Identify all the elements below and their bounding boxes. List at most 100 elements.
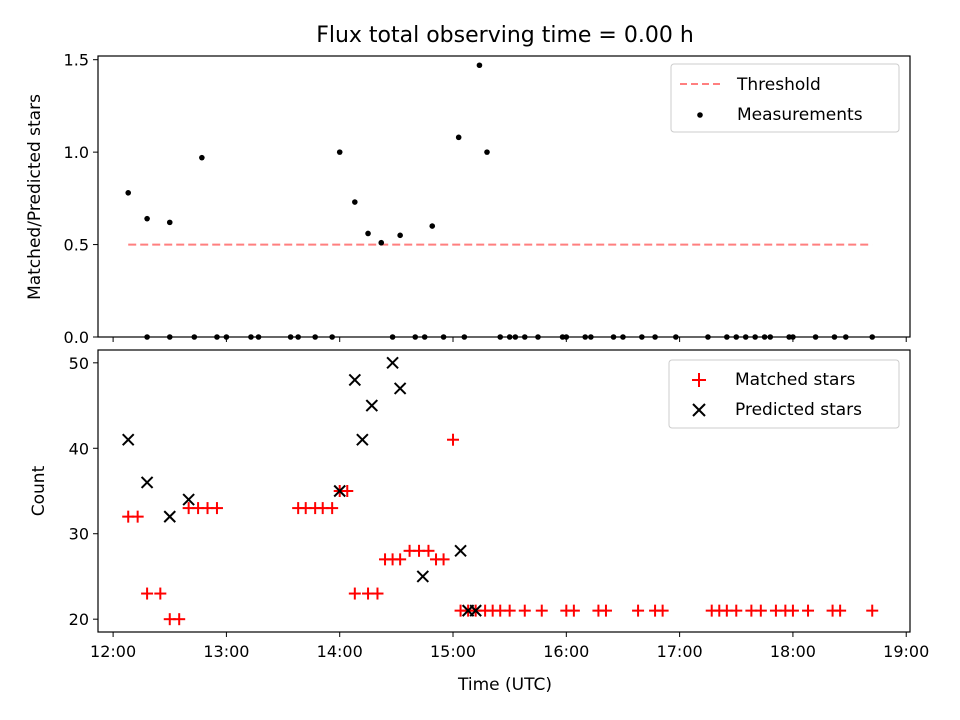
marker-stroke <box>356 433 369 446</box>
measurement-point <box>535 334 541 340</box>
measurement-point <box>295 334 301 340</box>
measurement-point <box>455 134 462 141</box>
predicted-star-point <box>469 604 482 617</box>
chart-title: Flux total observing time = 0.00 h <box>316 23 694 48</box>
predicted-star-point <box>182 493 195 506</box>
marker-stroke <box>348 373 362 387</box>
ratio-panel: 0.0 0.5 1.0 1.5 Matched/Predicted stars Thr… <box>25 51 911 347</box>
count-panel: 20 30 40 50 12:00 13:00 14:00 15:00 16:00 17:00 1… <box>29 349 929 695</box>
measurement-point <box>166 334 173 340</box>
matched-star-point <box>422 544 435 557</box>
matched-star-point <box>341 485 354 497</box>
measurement-point <box>521 334 528 340</box>
predicted-star-point <box>122 433 135 446</box>
measurement-point <box>329 334 335 340</box>
marker-stroke <box>386 356 399 370</box>
measurement-point <box>767 334 774 340</box>
measurement-point <box>125 190 132 196</box>
measurement-point <box>144 215 150 222</box>
predicted-star-point <box>365 399 379 412</box>
matched-star-point <box>371 587 384 600</box>
measurement-point <box>397 232 403 239</box>
marker-stroke <box>365 399 379 412</box>
x-axis-label: Time (UTC) <box>457 675 552 695</box>
matched-star-point <box>173 613 186 626</box>
measurement-point <box>461 334 468 340</box>
measurement-point <box>563 334 570 340</box>
matched-legend-key <box>692 373 706 387</box>
measurement-point <box>421 334 428 340</box>
measurement-point <box>378 239 385 246</box>
marker-stroke <box>182 493 195 506</box>
measurement-point <box>191 334 198 340</box>
measurement-point <box>166 219 173 226</box>
marker-stroke <box>454 544 467 558</box>
x-tick-label: 17:00 <box>657 642 703 661</box>
measurement-point <box>652 334 658 340</box>
measurement-point <box>752 334 758 340</box>
measurement-point <box>144 334 150 340</box>
ratio-plot-frame <box>97 55 911 338</box>
matched-star-point <box>437 553 450 566</box>
predicted-legend-label: Predicted stars <box>735 400 862 420</box>
measurement-point <box>389 334 396 340</box>
measurement-point <box>588 334 594 340</box>
x-tick-label: 14:00 <box>317 642 363 661</box>
measurement-point <box>790 334 796 340</box>
matched-star-point <box>447 433 460 446</box>
predicted-star-point <box>416 570 430 583</box>
marker-stroke <box>416 570 430 583</box>
measurement-point <box>255 334 262 340</box>
measurement-point <box>365 230 371 237</box>
y-tick-label: 1.0 <box>64 143 89 162</box>
measurements-legend-label: Measurements <box>737 105 863 125</box>
predicted-star-point <box>333 484 346 498</box>
measurement-point <box>733 334 740 340</box>
marker-stroke <box>469 604 482 617</box>
matched-star-point <box>154 587 167 600</box>
matched-star-point <box>348 587 361 600</box>
x-tick-label: 16:00 <box>543 642 589 661</box>
matched-star-point <box>131 510 144 523</box>
matched-star-point <box>802 604 815 617</box>
y-tick-label: 50 <box>69 354 89 373</box>
matched-star-point <box>210 502 223 515</box>
matched-star-point <box>567 604 580 617</box>
measurement-point <box>742 334 749 340</box>
y-tick-label: 20 <box>69 610 89 629</box>
x-tick-label: 18:00 <box>770 642 816 661</box>
measurement-point <box>336 149 343 155</box>
marker-stroke <box>393 382 407 395</box>
measurement-point <box>639 334 645 340</box>
predicted-star-point <box>386 356 399 370</box>
matched-star-point <box>503 604 516 617</box>
marker-stroke <box>163 510 176 523</box>
matched-star-point <box>786 604 799 617</box>
matched-star-point <box>535 604 548 617</box>
matched-star-point <box>866 604 879 617</box>
measurement-point <box>705 334 711 340</box>
matched-star-point <box>141 587 154 600</box>
x-tick-label: 12:00 <box>90 642 136 661</box>
measurement-point <box>352 199 358 205</box>
marker-stroke <box>333 484 346 498</box>
matched-star-point <box>834 604 847 617</box>
measurements-legend-key <box>697 112 703 118</box>
measurement-point <box>842 334 849 340</box>
measurement-point <box>429 223 436 229</box>
predicted-star-point <box>140 476 154 489</box>
measurement-point <box>831 334 838 340</box>
predicted-star-point <box>393 382 407 395</box>
y-tick-label: 40 <box>69 439 89 458</box>
matched-star-point <box>656 604 669 617</box>
measurement-point <box>223 334 230 340</box>
measurement-point <box>440 334 447 340</box>
measurement-point <box>812 334 819 340</box>
predicted-star-point <box>348 373 362 387</box>
matched-star-point <box>754 604 767 617</box>
measurement-point <box>484 149 490 155</box>
marker-stroke <box>122 433 135 446</box>
measurement-point <box>476 62 483 69</box>
matched-star-point <box>730 604 743 617</box>
